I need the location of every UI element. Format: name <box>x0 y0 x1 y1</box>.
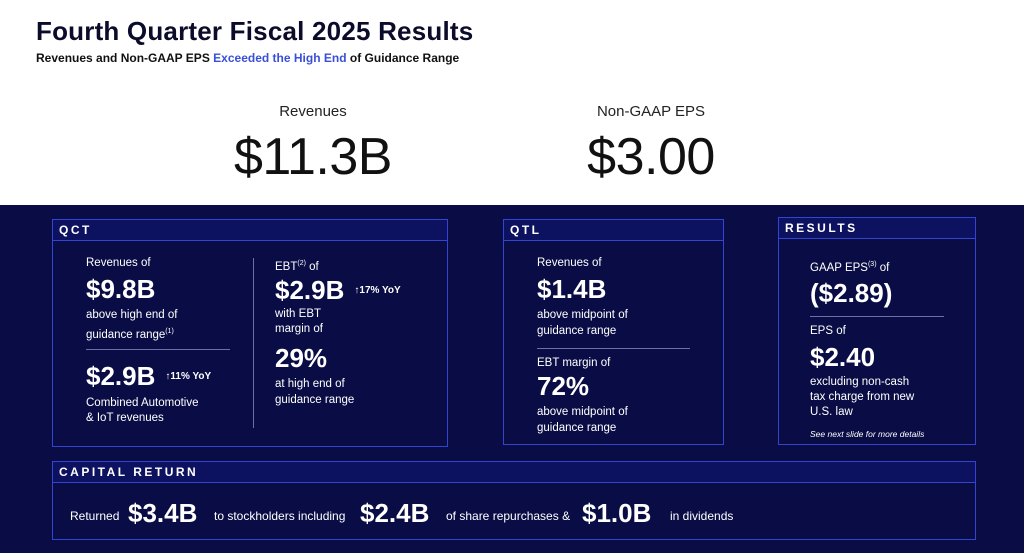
text: above midpoint of <box>537 309 628 321</box>
text: Combined Automotive <box>86 397 199 409</box>
text: & IoT revenues <box>86 412 164 424</box>
metric-value: 29% <box>275 343 328 373</box>
metric-value: 72% <box>537 371 590 401</box>
metric-value: $1.4B <box>537 274 607 304</box>
subtitle: Revenues and Non-GAAP EPS Exceeded the H… <box>36 51 459 65</box>
text: EPS of <box>810 325 846 337</box>
growth-label: ↑17% YoY <box>354 285 401 296</box>
text: $2.9B <box>86 361 156 391</box>
panel-header: RESULTS <box>779 218 975 239</box>
text: in dividends <box>670 509 734 523</box>
text: Returned <box>70 509 120 523</box>
metric-value: $2.40 <box>810 342 876 372</box>
text: EBT margin of <box>537 357 611 369</box>
text: Revenues of <box>86 257 151 269</box>
text: guidance range(1) <box>86 324 174 343</box>
text: GAAP EPS <box>810 262 868 274</box>
metric-value: $1.0B <box>582 498 652 528</box>
text: EBT <box>275 261 298 273</box>
footnote-mark: (1) <box>165 328 174 335</box>
text: at high end of <box>275 378 345 390</box>
title: Fourth Quarter Fiscal 2025 Results <box>36 16 474 46</box>
headline-value: $3.00 <box>587 128 715 186</box>
qct-panel: QCT <box>52 219 448 447</box>
panel-header: QTL <box>504 220 723 241</box>
dark-band <box>0 205 1024 553</box>
text: above high end of <box>86 309 178 321</box>
divider <box>253 258 254 428</box>
text: See next slide for more details <box>810 429 925 439</box>
text: GAAP EPS(3) of <box>810 257 889 276</box>
text: of <box>309 261 319 273</box>
capital-return-panel: CAPITAL RETURN <box>52 461 976 540</box>
text: guidance range <box>537 325 617 337</box>
results-panel: RESULTS <box>778 217 976 445</box>
metric-value: $3.4B <box>128 498 198 528</box>
metric-value: $9.8B <box>86 274 156 304</box>
text: excluding non-cash <box>810 376 910 388</box>
text: $2.9B <box>275 275 345 305</box>
metric-value: $2.4B <box>360 498 430 528</box>
divider <box>86 349 230 350</box>
text: of <box>879 262 890 274</box>
text: Revenues of <box>537 257 602 269</box>
text: Revenues and Non-GAAP EPS <box>36 51 210 65</box>
footnote-mark: (2) <box>297 260 306 267</box>
text: to stockholders including <box>214 509 346 523</box>
metric-value: $2.9B ↑11% YoY <box>86 362 211 391</box>
footnote-mark: (3) <box>867 261 877 268</box>
headline-label: Non-GAAP EPS <box>596 103 706 120</box>
metric-value: ($2.89) <box>810 278 893 308</box>
text: above midpoint of <box>537 406 628 418</box>
divider <box>810 316 944 317</box>
divider <box>537 348 690 349</box>
text: of Guidance Range <box>349 51 460 65</box>
text: EBT(2) of <box>275 256 319 275</box>
text: guidance range <box>537 422 617 434</box>
text: U.S. law <box>810 406 853 418</box>
text: of share repurchases & <box>446 509 571 523</box>
text: Exceeded the High End <box>213 51 347 65</box>
text: with EBT <box>275 308 322 320</box>
growth-label: ↑11% YoY <box>165 371 212 382</box>
panel-header: CAPITAL RETURN <box>53 462 975 483</box>
text: margin of <box>275 323 323 335</box>
text: guidance range <box>86 329 166 341</box>
headline-label: Revenues <box>279 103 347 120</box>
metric-value: $2.9B ↑17% YoY <box>275 276 401 305</box>
panel-header: QCT <box>53 220 447 241</box>
headline-value: $11.3B <box>234 128 392 186</box>
qtl-panel: QTL <box>503 219 724 445</box>
text: tax charge from new <box>810 391 915 403</box>
text: guidance range <box>275 394 355 406</box>
